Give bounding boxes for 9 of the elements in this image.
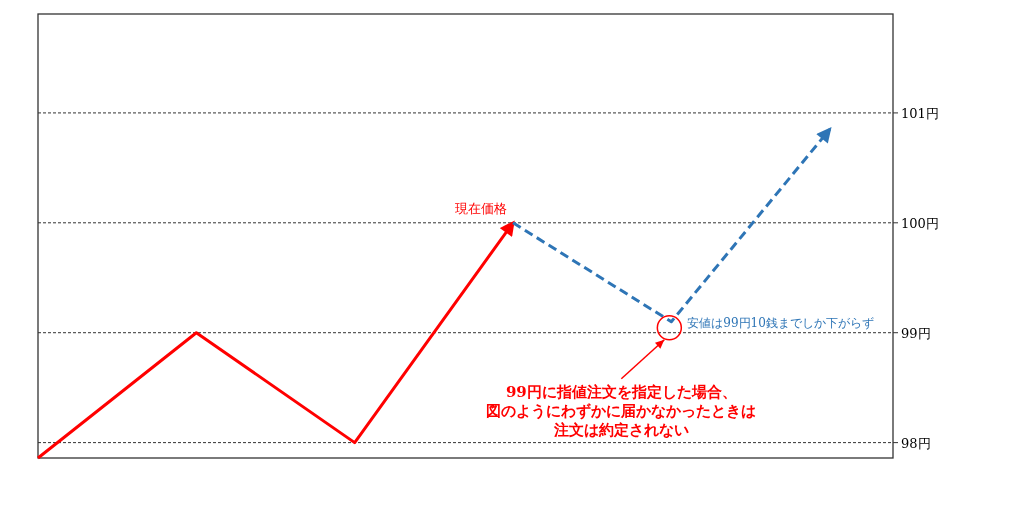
y-tick-label: 99円 — [901, 325, 931, 341]
annotation: 現在価格 — [455, 200, 507, 216]
annotation: 99円に指値注文を指定した場合、 — [505, 382, 737, 401]
y-tick-label: 101円 — [901, 105, 939, 121]
annotation: 注文は約定されない — [552, 420, 689, 439]
y-tick-label: 98円 — [901, 435, 931, 451]
annotation: 安値は99円10銭までしか下がらず — [687, 315, 874, 330]
annotation: 図のようにわずかに届かなかったときは — [486, 401, 757, 420]
y-tick-label: 100円 — [901, 215, 939, 231]
